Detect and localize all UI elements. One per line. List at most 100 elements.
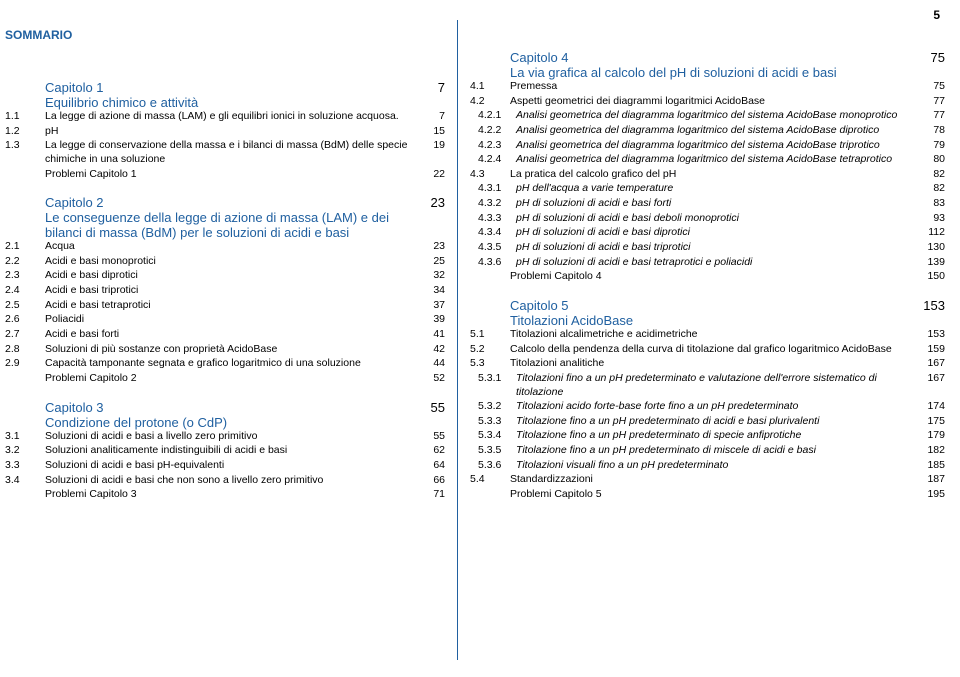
chapter-2-page: 23 — [415, 195, 445, 210]
chapter-4-row: 4.3.3pH di soluzioni di acidi e basi deb… — [470, 212, 945, 226]
chapter-2: Capitolo 2 Le conseguenze della legge di… — [5, 195, 445, 385]
toc-page: 25 — [415, 255, 445, 269]
chapter-5-row: 5.3Titolazioni analitiche167 — [470, 357, 945, 371]
toc-number: 5.3.6 — [470, 459, 516, 473]
toc-page: 80 — [915, 153, 945, 167]
toc-page: 78 — [915, 124, 945, 138]
toc-text: Titolazioni alcalimetriche e acidimetric… — [510, 328, 915, 342]
column-divider — [457, 20, 458, 660]
toc-page: 52 — [415, 372, 445, 386]
toc-text: La legge di azione di massa (LAM) e gli … — [45, 110, 415, 124]
chapter-4-row: 4.1Premessa75 — [470, 80, 945, 94]
chapter-1-title: Capitolo 1 — [45, 80, 415, 95]
toc-number: 5.3 — [470, 357, 510, 371]
toc-text: Acidi e basi forti — [45, 328, 415, 342]
toc-number: 2.4 — [5, 284, 45, 298]
toc-number: 4.2.3 — [470, 139, 516, 153]
chapter-2-row: 2.3Acidi e basi diprotici32 — [5, 269, 445, 283]
toc-text: Problemi Capitolo 1 — [45, 168, 415, 182]
chapter-5: Capitolo 5 Titolazioni AcidoBase 153 5.1… — [470, 298, 945, 502]
toc-number: 3.3 — [5, 459, 45, 473]
toc-page: 7 — [415, 110, 445, 124]
right-column: Capitolo 4 La via grafica al calcolo del… — [470, 50, 945, 508]
chapter-5-title: Capitolo 5 — [510, 298, 915, 313]
chapter-2-row: 2.7Acidi e basi forti41 — [5, 328, 445, 342]
toc-number: 3.1 — [5, 430, 45, 444]
toc-text: Titolazione fino a un pH predeterminato … — [516, 415, 915, 429]
chapter-4-row: 4.3.2pH di soluzioni di acidi e basi for… — [470, 197, 945, 211]
toc-number: 2.2 — [5, 255, 45, 269]
toc-text: Analisi geometrica del diagramma logarit… — [516, 153, 915, 167]
page-number: 5 — [933, 8, 940, 22]
toc-text: Poliacidi — [45, 313, 415, 327]
toc-page: 182 — [915, 444, 945, 458]
chapter-4-row: 4.2.2Analisi geometrica del diagramma lo… — [470, 124, 945, 138]
toc-text: Titolazioni visuali fino a un pH predete… — [516, 459, 915, 473]
toc-page: 167 — [915, 357, 945, 371]
chapter-2-row: 2.6Poliacidi39 — [5, 313, 445, 327]
toc-page: 82 — [915, 168, 945, 182]
chapter-5-row: 5.4Standardizzazioni187 — [470, 473, 945, 487]
toc-page: 71 — [415, 488, 445, 502]
toc-number: 3.2 — [5, 444, 45, 458]
toc-text: Problemi Capitolo 4 — [510, 270, 915, 284]
toc-text: pH dell'acqua a varie temperature — [516, 182, 915, 196]
sommario-heading: SOMMARIO — [5, 28, 72, 42]
toc-page: 44 — [415, 357, 445, 371]
toc-text: Analisi geometrica del diagramma logarit… — [516, 109, 915, 123]
toc-text: Aspetti geometrici dei diagrammi logarit… — [510, 95, 915, 109]
toc-page: 32 — [415, 269, 445, 283]
chapter-1: Capitolo 1 Equilibrio chimico e attività… — [5, 80, 445, 181]
toc-page: 82 — [915, 182, 945, 196]
toc-text: Soluzioni di acidi e basi a livello zero… — [45, 430, 415, 444]
chapter-5-row: 5.1Titolazioni alcalimetriche e acidimet… — [470, 328, 945, 342]
chapter-2-row: 2.8Soluzioni di più sostanze con proprie… — [5, 343, 445, 357]
toc-text: Titolazioni analitiche — [510, 357, 915, 371]
toc-text: Acidi e basi triprotici — [45, 284, 415, 298]
chapter-5-row: 5.2Calcolo della pendenza della curva di… — [470, 343, 945, 357]
chapter-4-row: 4.3.4pH di soluzioni di acidi e basi dip… — [470, 226, 945, 240]
toc-page: 187 — [915, 473, 945, 487]
toc-text: La pratica del calcolo grafico del pH — [510, 168, 915, 182]
chapter-3-row: Problemi Capitolo 371 — [5, 488, 445, 502]
chapter-4-row: 4.2.4Analisi geometrica del diagramma lo… — [470, 153, 945, 167]
toc-text: Soluzioni analiticamente indistinguibili… — [45, 444, 415, 458]
toc-page: 15 — [415, 125, 445, 139]
toc-page: 112 — [915, 226, 945, 240]
toc-text: Analisi geometrica del diagramma logarit… — [516, 139, 915, 153]
chapter-2-title: Capitolo 2 — [45, 195, 415, 210]
chapter-5-row: 5.3.6Titolazioni visuali fino a un pH pr… — [470, 459, 945, 473]
chapter-2-subtitle: Le conseguenze della legge di azione di … — [45, 210, 415, 240]
left-column: Capitolo 1 Equilibrio chimico e attività… — [5, 80, 445, 508]
chapter-1-row: Problemi Capitolo 122 — [5, 168, 445, 182]
toc-page: 23 — [415, 240, 445, 254]
toc-text: La legge di conservazione della massa e … — [45, 139, 415, 166]
chapter-1-row: 1.2pH15 — [5, 125, 445, 139]
toc-text: Acidi e basi tetraprotici — [45, 299, 415, 313]
toc-page: 62 — [415, 444, 445, 458]
chapter-1-row: 1.3La legge di conservazione della massa… — [5, 139, 445, 166]
toc-number: 4.1 — [470, 80, 510, 94]
toc-number: 4.3.6 — [470, 256, 516, 270]
toc-text: pH — [45, 125, 415, 139]
chapter-2-row: 2.4Acidi e basi triprotici34 — [5, 284, 445, 298]
toc-number: 5.1 — [470, 328, 510, 342]
toc-page: 167 — [915, 372, 945, 386]
chapter-5-page: 153 — [915, 298, 945, 313]
toc-text: Titolazioni acido forte-base forte fino … — [516, 400, 915, 414]
toc-number: 2.9 — [5, 357, 45, 371]
toc-page: 55 — [415, 430, 445, 444]
toc-text: pH di soluzioni di acidi e basi forti — [516, 197, 915, 211]
toc-page: 83 — [915, 197, 945, 211]
toc-number: 4.2.2 — [470, 124, 516, 138]
toc-page: 159 — [915, 343, 945, 357]
chapter-1-row: 1.1La legge di azione di massa (LAM) e g… — [5, 110, 445, 124]
chapter-5-row: 5.3.4Titolazione fino a un pH predetermi… — [470, 429, 945, 443]
toc-text: Soluzioni di più sostanze con proprietà … — [45, 343, 415, 357]
chapter-4-row: 4.2.1Analisi geometrica del diagramma lo… — [470, 109, 945, 123]
chapter-2-row: 2.5Acidi e basi tetraprotici37 — [5, 299, 445, 313]
toc-number: 4.3.2 — [470, 197, 516, 211]
toc-page: 175 — [915, 415, 945, 429]
toc-number: 5.4 — [470, 473, 510, 487]
toc-number: 1.3 — [5, 139, 45, 153]
